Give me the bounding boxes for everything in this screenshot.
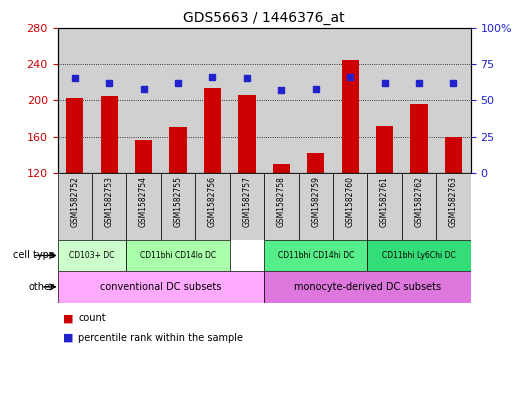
Bar	[333, 28, 367, 173]
Text: ■: ■	[63, 333, 73, 343]
Point	[208, 74, 217, 80]
Text: GSM1582753: GSM1582753	[105, 176, 113, 227]
Bar	[135, 140, 152, 173]
Bar	[66, 98, 83, 173]
Bar	[264, 173, 299, 240]
Bar	[436, 28, 471, 173]
Point	[277, 87, 286, 93]
Text: GSM1582760: GSM1582760	[346, 176, 355, 227]
Point	[312, 85, 320, 92]
Text: GSM1582763: GSM1582763	[449, 176, 458, 227]
Bar	[367, 173, 402, 240]
Point	[71, 75, 79, 82]
Bar	[264, 271, 471, 303]
Bar	[127, 240, 230, 271]
Text: CD11bhi Ly6Chi DC: CD11bhi Ly6Chi DC	[382, 251, 456, 260]
Bar	[58, 173, 92, 240]
Text: GSM1582757: GSM1582757	[242, 176, 252, 227]
Bar	[169, 127, 187, 173]
Bar	[445, 138, 462, 173]
Bar	[58, 28, 92, 173]
Bar	[264, 240, 367, 271]
Bar	[127, 173, 161, 240]
Text: GSM1582758: GSM1582758	[277, 176, 286, 227]
Point	[380, 80, 389, 86]
Bar	[161, 173, 195, 240]
Text: cell type: cell type	[13, 250, 55, 261]
Bar	[367, 28, 402, 173]
Bar	[436, 173, 471, 240]
Point	[415, 80, 423, 86]
Text: CD103+ DC: CD103+ DC	[69, 251, 115, 260]
Text: GSM1582752: GSM1582752	[70, 176, 79, 227]
Bar	[299, 173, 333, 240]
Text: other: other	[29, 282, 55, 292]
Text: count: count	[78, 313, 106, 323]
Bar	[230, 28, 264, 173]
Bar	[342, 60, 359, 173]
Bar	[195, 173, 230, 240]
Bar	[92, 173, 127, 240]
Text: monocyte-derived DC subsets: monocyte-derived DC subsets	[294, 282, 441, 292]
Point	[243, 75, 251, 82]
Text: GSM1582761: GSM1582761	[380, 176, 389, 227]
Bar	[264, 28, 299, 173]
Bar	[307, 153, 324, 173]
Text: GSM1582756: GSM1582756	[208, 176, 217, 227]
Point	[140, 85, 148, 92]
Text: CD11bhi CD14lo DC: CD11bhi CD14lo DC	[140, 251, 216, 260]
Text: percentile rank within the sample: percentile rank within the sample	[78, 333, 243, 343]
Bar	[58, 271, 264, 303]
Text: GSM1582754: GSM1582754	[139, 176, 148, 227]
Bar	[333, 173, 367, 240]
Bar	[204, 88, 221, 173]
Point	[105, 80, 113, 86]
Text: ■: ■	[63, 313, 73, 323]
Text: conventional DC subsets: conventional DC subsets	[100, 282, 222, 292]
Point	[449, 80, 458, 86]
Bar	[230, 173, 264, 240]
Bar	[238, 95, 256, 173]
Bar	[402, 173, 436, 240]
Bar	[376, 126, 393, 173]
Bar	[411, 104, 428, 173]
Text: GSM1582755: GSM1582755	[174, 176, 183, 227]
Point	[174, 80, 182, 86]
Title: GDS5663 / 1446376_at: GDS5663 / 1446376_at	[183, 11, 345, 25]
Bar	[161, 28, 195, 173]
Text: GSM1582759: GSM1582759	[311, 176, 320, 227]
Bar	[299, 28, 333, 173]
Bar	[92, 28, 127, 173]
Bar	[195, 28, 230, 173]
Bar	[58, 240, 127, 271]
Bar	[367, 240, 471, 271]
Bar	[127, 28, 161, 173]
Point	[346, 74, 355, 80]
Bar	[100, 95, 118, 173]
Bar	[272, 164, 290, 173]
Text: GSM1582762: GSM1582762	[415, 176, 424, 227]
Text: CD11bhi CD14hi DC: CD11bhi CD14hi DC	[278, 251, 354, 260]
Bar	[402, 28, 436, 173]
